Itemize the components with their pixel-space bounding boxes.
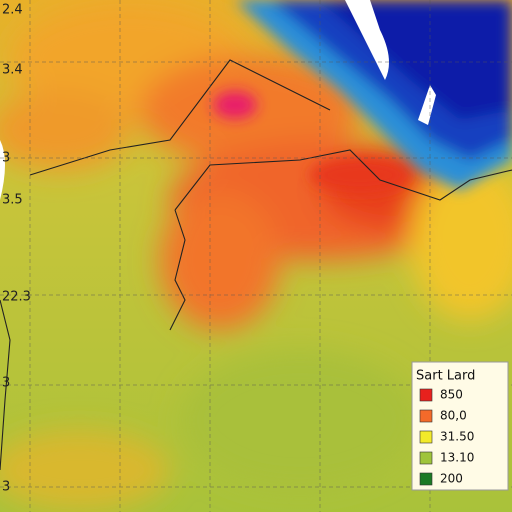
legend-label: 80,0	[440, 409, 467, 423]
axis-label: 3.5	[2, 193, 23, 208]
axis-label: 3.4	[2, 63, 23, 78]
legend-swatch	[419, 430, 433, 444]
legend-swatch	[419, 472, 433, 486]
legend-label: 200	[440, 472, 463, 486]
legend-box	[411, 361, 509, 491]
legend: Sart Lard 850 80,0 31.50 13.10 200	[411, 361, 509, 491]
axis-label: 22.3	[2, 290, 31, 305]
legend-items: 850 80,0 31.50 13.10 200	[419, 388, 474, 486]
legend-swatch	[419, 451, 433, 465]
axis-label: 3	[2, 151, 10, 166]
axis-labels: 2.4 3.4 3 3.5 22.3 3 3	[2, 3, 31, 495]
legend-swatch	[419, 388, 433, 402]
axis-label: 2.4	[2, 3, 23, 18]
axis-label: 3	[2, 480, 10, 495]
legend-title: Sart Lard	[416, 369, 475, 384]
legend-label: 13.10	[440, 451, 474, 465]
coastline	[0, 59, 512, 471]
axis-label: 3	[2, 376, 10, 391]
legend-label: 31.50	[440, 430, 474, 444]
legend-swatch	[419, 409, 433, 423]
legend-label: 850	[440, 388, 463, 402]
